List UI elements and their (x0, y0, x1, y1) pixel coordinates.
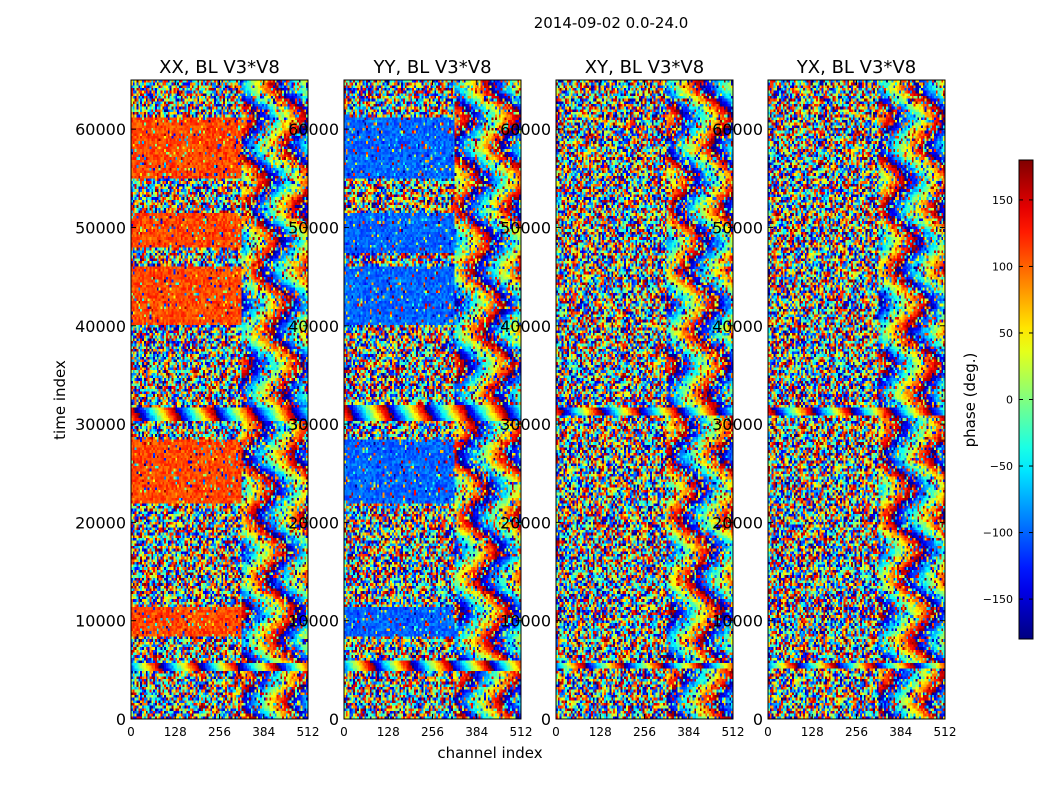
y-tick-label: 40000 (288, 317, 339, 336)
panel-2: XY, BL V3*V8 0 128 256 384 512 0 10000 20000 3000… (500, 57, 744, 739)
y-tick-label: 60000 (75, 120, 126, 139)
y-tick-label: 40000 (500, 317, 551, 336)
x-tick-label: 256 (845, 725, 868, 739)
y-tick-label: 50000 (288, 218, 339, 237)
colorbar: −150 −100 −50 0 50 100 150 phase (deg.) (961, 159, 1034, 640)
heatmap-image-1 (344, 80, 521, 719)
colorbar-tick-label: −50 (990, 460, 1013, 473)
y-tick-label: 50000 (712, 218, 763, 237)
colorbar-tick-label: −100 (983, 527, 1013, 540)
y-tick-label: 40000 (712, 317, 763, 336)
y-tick-label: 60000 (712, 120, 763, 139)
y-tick-label: 20000 (288, 513, 339, 532)
colorbar-tick-label: 150 (992, 194, 1013, 207)
colorbar-tick-label: 50 (999, 327, 1013, 340)
x-tick-label: 512 (722, 725, 745, 739)
x-tick-label: 256 (208, 725, 231, 739)
y-tick-label: 60000 (288, 120, 339, 139)
heatmap-image-3 (768, 80, 945, 719)
colorbar-tick-label: −150 (983, 593, 1013, 606)
x-tick-label: 384 (465, 725, 488, 739)
y-tick-label: 20000 (500, 513, 551, 532)
x-tick-label: 128 (164, 725, 187, 739)
colorbar-label: phase (deg.) (961, 353, 979, 448)
y-tick-label: 20000 (75, 513, 126, 532)
panel-3: YX, BL V3*V8 0 128 256 384 512 0 10000 20000 3000… (712, 57, 956, 739)
x-tick-label: 0 (764, 725, 772, 739)
x-tick-label: 256 (421, 725, 444, 739)
colorbar-tick-label: 100 (992, 260, 1013, 273)
panel-1: YY, BL V3*V8 0 128 256 384 512 0 10000 20000 3000… (288, 57, 532, 739)
x-tick-label: 384 (889, 725, 912, 739)
y-tick-label: 50000 (500, 218, 551, 237)
x-tick-label: 128 (377, 725, 400, 739)
y-tick-label: 10000 (75, 612, 126, 631)
x-tick-label: 512 (510, 725, 533, 739)
x-tick-label: 128 (801, 725, 824, 739)
heatmap-image-2 (556, 80, 733, 719)
x-axis-label: channel index (437, 744, 542, 762)
panels-group: XX, BL V3*V8 0 128 256 384 512 0 10000 20000 3000… (75, 57, 956, 739)
x-tick-label: 256 (633, 725, 656, 739)
y-tick-label: 30000 (288, 415, 339, 434)
figure-title: 2014-09-02 0.0-24.0 (534, 14, 689, 32)
x-tick-label: 128 (589, 725, 612, 739)
panel-title-3: YX, BL V3*V8 (796, 57, 916, 78)
y-tick-label: 0 (541, 710, 551, 729)
x-tick-label: 0 (340, 725, 348, 739)
y-tick-label: 20000 (712, 513, 763, 532)
y-tick-label: 30000 (500, 415, 551, 434)
y-tick-label: 50000 (75, 218, 126, 237)
panel-0: XX, BL V3*V8 0 128 256 384 512 0 10000 20000 3000… (75, 57, 319, 739)
x-tick-label: 384 (252, 725, 275, 739)
y-tick-label: 30000 (712, 415, 763, 434)
y-tick-label: 40000 (75, 317, 126, 336)
colorbar-tick-label: 0 (1006, 394, 1013, 407)
y-tick-label: 10000 (500, 612, 551, 631)
heatmap-image-0 (131, 80, 308, 719)
x-tick-label: 0 (552, 725, 560, 739)
panel-title-1: YY, BL V3*V8 (372, 57, 491, 78)
y-tick-label: 10000 (288, 612, 339, 631)
x-tick-label: 384 (677, 725, 700, 739)
y-tick-label: 60000 (500, 120, 551, 139)
x-tick-label: 512 (934, 725, 957, 739)
y-tick-label: 30000 (75, 415, 126, 434)
y-axis-label: time index (51, 360, 69, 440)
y-tick-label: 0 (753, 710, 763, 729)
x-tick-label: 512 (297, 725, 320, 739)
y-tick-label: 10000 (712, 612, 763, 631)
panel-title-0: XX, BL V3*V8 (159, 57, 280, 78)
x-tick-label: 0 (127, 725, 135, 739)
panel-title-2: XY, BL V3*V8 (585, 57, 704, 78)
y-tick-label: 0 (116, 710, 126, 729)
y-tick-label: 0 (329, 710, 339, 729)
